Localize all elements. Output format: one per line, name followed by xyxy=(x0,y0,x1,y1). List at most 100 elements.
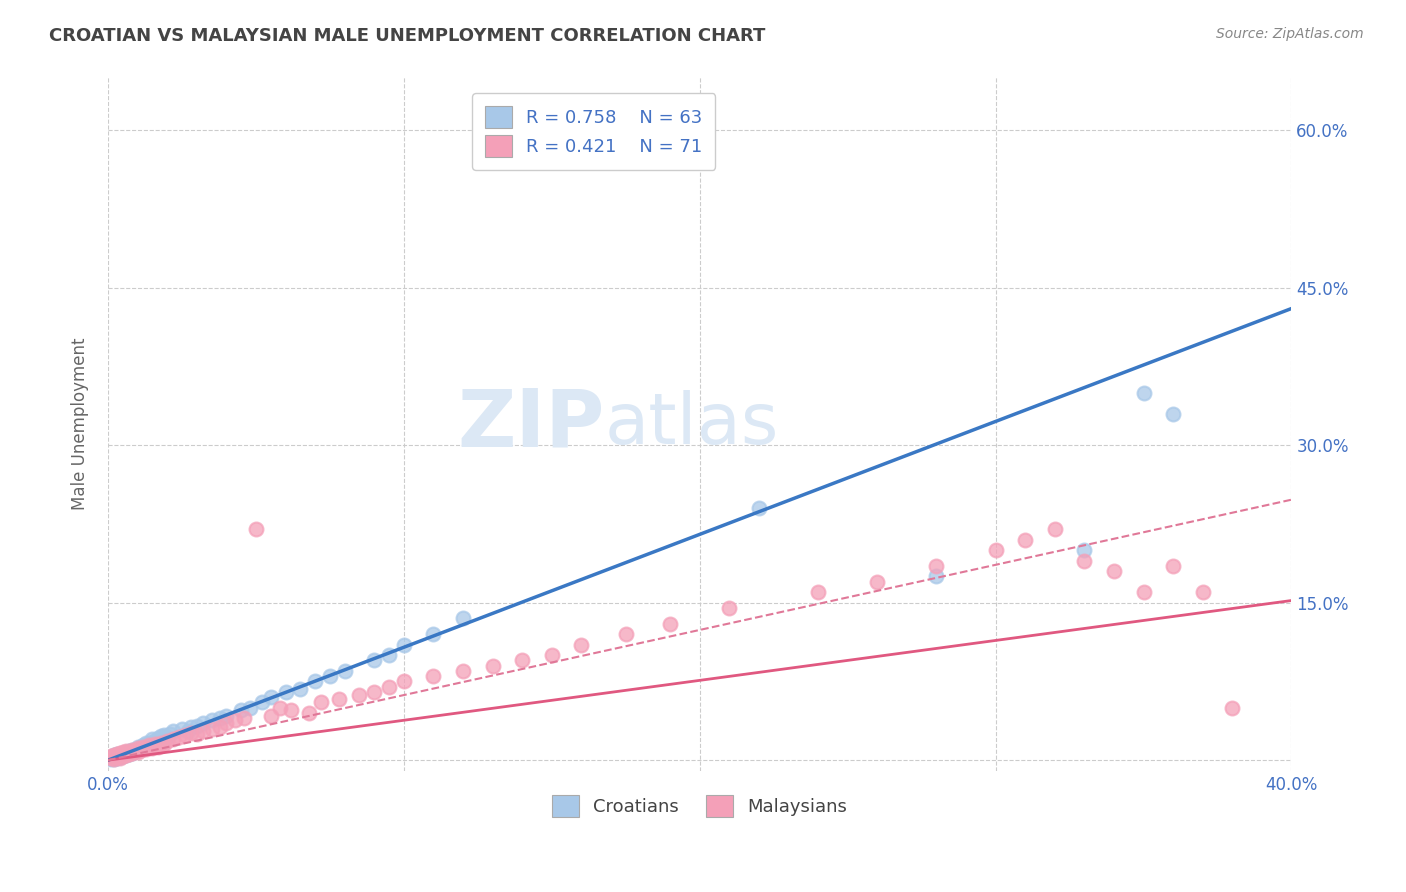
Point xyxy=(159,727,181,741)
Point xyxy=(191,716,214,731)
Point xyxy=(298,706,321,720)
Point xyxy=(124,744,146,758)
Point xyxy=(659,616,682,631)
Point xyxy=(349,688,371,702)
Point xyxy=(170,722,193,736)
Point xyxy=(118,747,141,761)
Point xyxy=(100,752,122,766)
Point xyxy=(138,739,160,753)
Point xyxy=(162,723,184,738)
Point xyxy=(108,747,131,762)
Point xyxy=(224,713,246,727)
Point xyxy=(121,746,143,760)
Point xyxy=(132,739,155,754)
Point xyxy=(167,730,190,744)
Point xyxy=(124,744,146,758)
Point xyxy=(141,735,163,749)
Point xyxy=(200,713,222,727)
Point xyxy=(153,728,176,742)
Point xyxy=(111,745,134,759)
Point xyxy=(1191,585,1213,599)
Text: ZIP: ZIP xyxy=(458,385,605,463)
Point xyxy=(191,723,214,738)
Point xyxy=(1161,407,1184,421)
Point xyxy=(1102,564,1125,578)
Point xyxy=(156,734,179,748)
Point xyxy=(114,744,136,758)
Point xyxy=(162,732,184,747)
Point xyxy=(1073,543,1095,558)
Point xyxy=(100,751,122,765)
Point xyxy=(290,681,312,696)
Point xyxy=(209,720,232,734)
Point xyxy=(984,543,1007,558)
Point xyxy=(150,736,173,750)
Text: Source: ZipAtlas.com: Source: ZipAtlas.com xyxy=(1216,27,1364,41)
Point xyxy=(1161,558,1184,573)
Point xyxy=(103,747,125,762)
Point xyxy=(138,738,160,752)
Point xyxy=(451,664,474,678)
Point xyxy=(121,742,143,756)
Point xyxy=(748,501,770,516)
Point xyxy=(118,744,141,758)
Point xyxy=(540,648,562,662)
Point xyxy=(118,747,141,761)
Point xyxy=(129,740,152,755)
Point xyxy=(103,752,125,766)
Point xyxy=(177,723,200,738)
Point xyxy=(114,747,136,762)
Point xyxy=(111,749,134,764)
Point xyxy=(105,749,128,764)
Point xyxy=(215,716,238,731)
Point xyxy=(148,739,170,754)
Point xyxy=(866,574,889,589)
Point xyxy=(141,740,163,755)
Point xyxy=(105,747,128,761)
Point xyxy=(180,726,202,740)
Point xyxy=(925,569,948,583)
Point xyxy=(807,585,830,599)
Point xyxy=(614,627,637,641)
Point xyxy=(127,739,149,754)
Point xyxy=(280,703,302,717)
Point xyxy=(148,731,170,746)
Point xyxy=(114,747,136,762)
Point xyxy=(143,738,166,752)
Point xyxy=(925,558,948,573)
Point xyxy=(180,720,202,734)
Point xyxy=(127,745,149,759)
Point xyxy=(274,685,297,699)
Point xyxy=(121,742,143,756)
Point xyxy=(132,739,155,753)
Point xyxy=(260,709,283,723)
Point xyxy=(105,750,128,764)
Legend: Croatians, Malaysians: Croatians, Malaysians xyxy=(544,788,855,824)
Point xyxy=(309,695,332,709)
Point xyxy=(319,669,342,683)
Point xyxy=(174,728,197,742)
Point xyxy=(135,741,157,756)
Point xyxy=(129,742,152,756)
Point xyxy=(153,738,176,752)
Point xyxy=(143,734,166,748)
Text: CROATIAN VS MALAYSIAN MALE UNEMPLOYMENT CORRELATION CHART: CROATIAN VS MALAYSIAN MALE UNEMPLOYMENT … xyxy=(49,27,766,45)
Point xyxy=(103,747,125,762)
Point xyxy=(250,695,273,709)
Point xyxy=(363,685,385,699)
Point xyxy=(111,749,134,764)
Point xyxy=(100,751,122,765)
Point xyxy=(108,750,131,764)
Point xyxy=(111,746,134,760)
Point xyxy=(1014,533,1036,547)
Point xyxy=(233,711,256,725)
Point xyxy=(127,740,149,755)
Point xyxy=(132,741,155,756)
Point xyxy=(186,718,208,732)
Point xyxy=(127,742,149,756)
Point xyxy=(103,752,125,766)
Point xyxy=(569,638,592,652)
Point xyxy=(718,600,741,615)
Point xyxy=(1220,700,1243,714)
Point xyxy=(304,674,326,689)
